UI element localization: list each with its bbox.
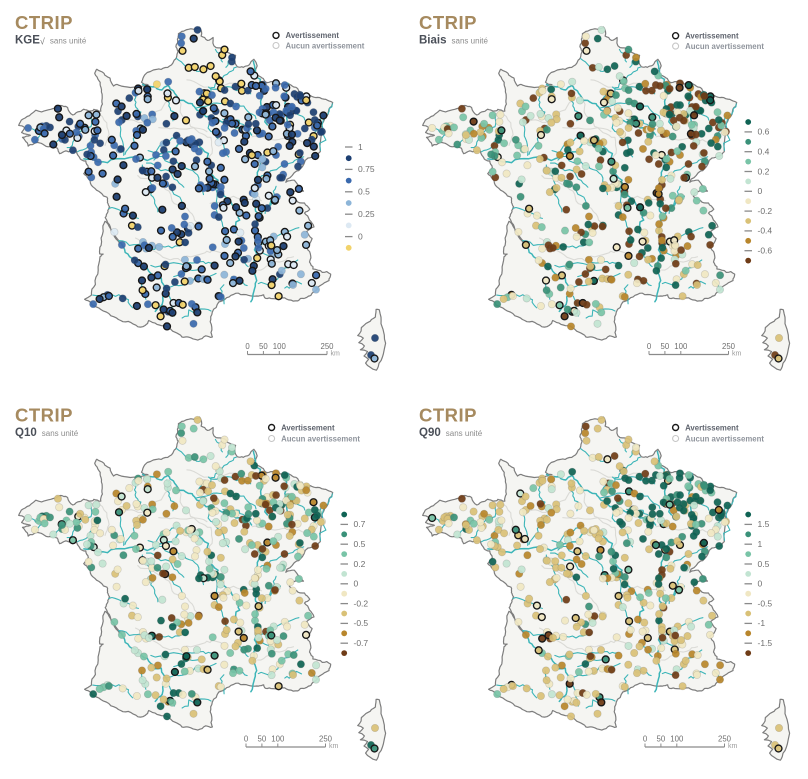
svg-text:50: 50 xyxy=(258,735,267,744)
svg-text:Avertissement: Avertissement xyxy=(685,423,739,432)
svg-text:1: 1 xyxy=(358,142,363,152)
svg-text:-0.2: -0.2 xyxy=(758,206,773,216)
svg-text:0: 0 xyxy=(758,579,763,589)
svg-text:0: 0 xyxy=(354,579,359,589)
svg-text:250: 250 xyxy=(320,342,334,351)
svg-text:50: 50 xyxy=(657,735,666,744)
svg-text:Avertissement: Avertissement xyxy=(281,423,335,432)
svg-text:0.2: 0.2 xyxy=(354,559,366,569)
svg-text:100: 100 xyxy=(674,342,688,351)
svg-text:-1: -1 xyxy=(758,618,766,628)
svg-text:100: 100 xyxy=(670,735,684,744)
svg-text:250: 250 xyxy=(722,342,736,351)
svg-text:km: km xyxy=(732,351,742,358)
svg-text:50: 50 xyxy=(259,342,268,351)
svg-text:Aucun avertissement: Aucun avertissement xyxy=(685,42,764,51)
svg-text:-0.5: -0.5 xyxy=(758,598,773,608)
svg-text:Aucun avertissement: Aucun avertissement xyxy=(685,434,764,443)
svg-text:0.5: 0.5 xyxy=(358,187,370,197)
svg-text:km: km xyxy=(728,743,738,750)
svg-text:CTRIP: CTRIP xyxy=(15,405,73,426)
svg-text:Avertissement: Avertissement xyxy=(685,32,739,41)
svg-text:0: 0 xyxy=(244,735,249,744)
svg-text:100: 100 xyxy=(273,342,287,351)
svg-text:250: 250 xyxy=(718,735,732,744)
svg-text:CTRIP: CTRIP xyxy=(419,12,477,33)
svg-text:-0.2: -0.2 xyxy=(354,598,369,608)
svg-text:50: 50 xyxy=(661,342,670,351)
svg-text:-0.4: -0.4 xyxy=(758,226,773,236)
svg-text:1: 1 xyxy=(758,539,763,549)
svg-text:CTRIP: CTRIP xyxy=(15,12,73,33)
svg-text:1.5: 1.5 xyxy=(758,519,770,529)
svg-text:0.4: 0.4 xyxy=(758,147,770,157)
svg-text:0.5: 0.5 xyxy=(354,539,366,549)
svg-text:0.75: 0.75 xyxy=(358,164,375,174)
svg-text:-0.6: -0.6 xyxy=(758,246,773,256)
svg-text:km: km xyxy=(329,743,339,750)
svg-text:-0.7: -0.7 xyxy=(354,638,369,648)
svg-text:0.6: 0.6 xyxy=(758,127,770,137)
svg-text:km: km xyxy=(331,351,341,358)
svg-text:0.2: 0.2 xyxy=(758,166,770,176)
svg-text:-1.5: -1.5 xyxy=(758,638,773,648)
svg-text:0.5: 0.5 xyxy=(758,559,770,569)
svg-text:CTRIP: CTRIP xyxy=(419,405,477,426)
svg-text:0: 0 xyxy=(245,342,250,351)
svg-text:Aucun avertissement: Aucun avertissement xyxy=(281,434,360,443)
svg-text:Aucun avertissement: Aucun avertissement xyxy=(286,41,365,50)
svg-text:0: 0 xyxy=(647,342,652,351)
svg-text:0: 0 xyxy=(758,186,763,196)
svg-text:Avertissement: Avertissement xyxy=(286,31,340,40)
svg-text:KGE√​sans unité: KGE√​sans unité xyxy=(15,35,87,47)
svg-text:-0.5: -0.5 xyxy=(354,618,369,628)
svg-text:0: 0 xyxy=(643,735,648,744)
svg-text:0.25: 0.25 xyxy=(358,209,375,219)
svg-text:250: 250 xyxy=(319,735,333,744)
svg-text:100: 100 xyxy=(271,735,285,744)
svg-text:0.7: 0.7 xyxy=(354,519,366,529)
svg-text:0: 0 xyxy=(358,231,363,241)
